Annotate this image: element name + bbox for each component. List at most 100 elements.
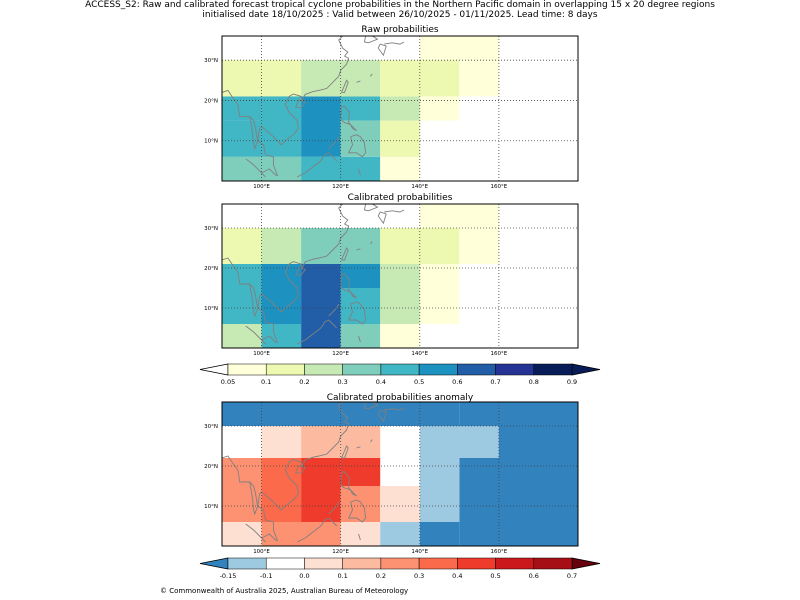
figure-title-line1: ACCESS_S2: Raw and calibrated forecast t… <box>85 0 715 10</box>
colorbar-under-triangle <box>199 557 229 570</box>
colorbar-segment <box>495 557 535 570</box>
probability-cell <box>340 288 381 324</box>
probability-cell <box>301 60 341 97</box>
coastline <box>296 152 338 178</box>
coastline <box>295 267 306 276</box>
coastline <box>369 73 373 77</box>
probability-cell <box>301 264 341 348</box>
probability-cell <box>459 228 499 264</box>
colorbar-segment <box>418 363 458 376</box>
panel-content <box>222 204 578 348</box>
coastline <box>222 89 259 151</box>
coastline <box>222 257 259 318</box>
x-tick-label: 140°E <box>411 184 428 190</box>
coastline <box>358 168 361 176</box>
colorbar-segment <box>304 557 343 570</box>
probability-cell <box>261 228 302 264</box>
probability-cell <box>301 96 341 157</box>
panel-title: Calibrated probabilities <box>348 193 453 203</box>
coastline <box>341 445 349 459</box>
coastline <box>257 204 350 344</box>
colorbar-tick-label: 0.4 <box>452 572 462 580</box>
y-tick-label: 10°N <box>204 504 218 510</box>
coastline <box>257 402 350 542</box>
colorbar-segment <box>227 557 267 570</box>
coastline <box>363 402 379 410</box>
probability-cell <box>380 522 420 546</box>
colorbar-segment <box>227 363 267 376</box>
coastline <box>340 471 357 497</box>
probability-cell <box>340 228 381 264</box>
probability-cell <box>459 402 578 546</box>
x-tick-label: 100°E <box>253 351 270 357</box>
y-tick-label: 10°N <box>204 139 218 145</box>
coastline <box>245 325 266 345</box>
panel-frame <box>221 401 579 547</box>
coastline <box>356 248 361 251</box>
y-tick-label: 20°N <box>204 98 218 104</box>
colorbar-segment <box>457 557 496 570</box>
probability-cell <box>301 458 341 522</box>
coastline <box>369 241 373 245</box>
y-tick-label: 20°N <box>204 464 218 470</box>
colorbar-tick-label: 0.3 <box>337 378 347 386</box>
colorbar-segment <box>265 363 305 376</box>
colorbar-tick-label: 0.6 <box>452 378 462 386</box>
colorbar-tick-label: -0.15 <box>220 572 237 580</box>
probability-cell <box>419 522 460 546</box>
colorbar-tick-label: 0.7 <box>490 378 500 386</box>
probability-cell <box>419 426 460 522</box>
coastline <box>356 446 361 449</box>
x-tick-label: 160°E <box>491 184 508 190</box>
figure-title-line2: initialised date 18/10/2025 : Valid betw… <box>202 10 598 20</box>
colorbar-tick-label: 0.2 <box>376 572 386 580</box>
x-tick-label: 140°E <box>411 549 428 555</box>
panel-title: Calibrated probabilities anomaly <box>327 393 474 403</box>
y-tick-label: 30°N <box>204 226 218 232</box>
x-tick-label: 140°E <box>411 351 428 357</box>
probability-cell <box>380 120 420 157</box>
colorbar-segment <box>495 363 535 376</box>
probability-cell <box>340 486 381 522</box>
colorbar-tick-label: 0.8 <box>529 378 539 386</box>
probability-cell <box>340 324 381 348</box>
probability-cell <box>301 426 341 458</box>
colorbar-tick-label: -0.1 <box>260 572 273 580</box>
coastline <box>222 455 259 516</box>
probability-cell <box>340 458 381 486</box>
colorbar-over-triangle <box>571 363 601 376</box>
colorbar-tick-label: 0.05 <box>221 378 235 386</box>
colorbar-segment <box>342 557 382 570</box>
map-panel-2: Calibrated probabilities 100°E 120°E 140°E 1… <box>204 193 579 357</box>
probability-cell <box>301 228 341 264</box>
colorbar-segment <box>533 557 573 570</box>
map-panel-1: Raw probabilities 100°E 120°E 140°E 160°E 10°… <box>204 25 579 190</box>
probability-cell <box>380 96 420 121</box>
coastline <box>384 209 405 213</box>
coastline <box>245 523 266 543</box>
colorbar-tick-label: 0.2 <box>299 378 309 386</box>
coastline <box>257 36 350 177</box>
colorbar-tick-label: 0.1 <box>337 572 347 580</box>
colorbar-tick-label: 0.4 <box>376 378 386 386</box>
coastline <box>295 465 306 474</box>
probability-cell <box>419 264 460 324</box>
probability-cell <box>261 264 302 324</box>
probability-cell <box>340 120 381 157</box>
panel-title: Raw probabilities <box>361 25 439 35</box>
coastline <box>377 43 387 57</box>
probability-cell <box>261 96 302 157</box>
y-tick-label: 20°N <box>204 266 218 272</box>
coastline <box>358 335 361 343</box>
colorbar-tick-label: 0.1 <box>261 378 271 386</box>
x-tick-label: 120°E <box>332 549 349 555</box>
probability-cell <box>261 458 302 522</box>
y-tick-label: 30°N <box>204 424 218 430</box>
probability-cell <box>459 60 499 97</box>
probability-cell <box>419 204 499 228</box>
probability-cell <box>261 324 302 348</box>
coastline <box>377 409 387 423</box>
coastline <box>347 499 367 523</box>
x-tick-label: 160°E <box>491 549 508 555</box>
